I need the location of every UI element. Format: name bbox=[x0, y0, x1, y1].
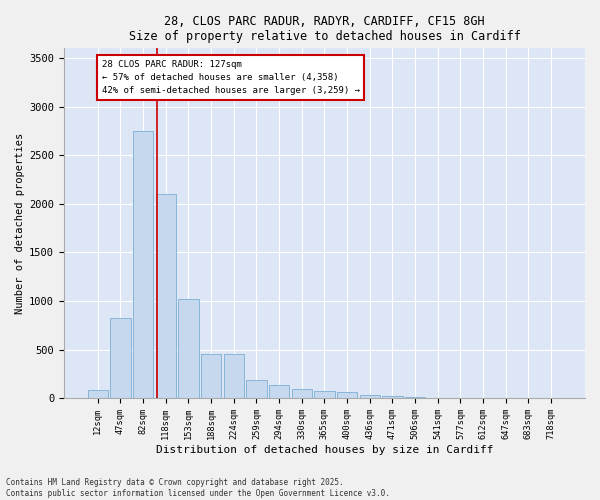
Text: 28 CLOS PARC RADUR: 127sqm
← 57% of detached houses are smaller (4,358)
42% of s: 28 CLOS PARC RADUR: 127sqm ← 57% of deta… bbox=[102, 60, 360, 96]
Bar bbox=[88, 390, 108, 398]
Bar bbox=[337, 392, 358, 398]
Bar bbox=[201, 354, 221, 398]
Bar bbox=[246, 380, 266, 398]
X-axis label: Distribution of detached houses by size in Cardiff: Distribution of detached houses by size … bbox=[155, 445, 493, 455]
Bar bbox=[178, 299, 199, 398]
Bar bbox=[382, 396, 403, 398]
Bar bbox=[314, 392, 335, 398]
Text: Contains HM Land Registry data © Crown copyright and database right 2025.
Contai: Contains HM Land Registry data © Crown c… bbox=[6, 478, 390, 498]
Bar bbox=[359, 395, 380, 398]
Bar bbox=[224, 354, 244, 398]
Bar bbox=[155, 194, 176, 398]
Bar bbox=[133, 131, 154, 398]
Title: 28, CLOS PARC RADUR, RADYR, CARDIFF, CF15 8GH
Size of property relative to detac: 28, CLOS PARC RADUR, RADYR, CARDIFF, CF1… bbox=[128, 15, 520, 43]
Bar bbox=[292, 390, 312, 398]
Bar bbox=[269, 384, 289, 398]
Y-axis label: Number of detached properties: Number of detached properties bbox=[15, 132, 25, 314]
Bar bbox=[110, 318, 131, 398]
